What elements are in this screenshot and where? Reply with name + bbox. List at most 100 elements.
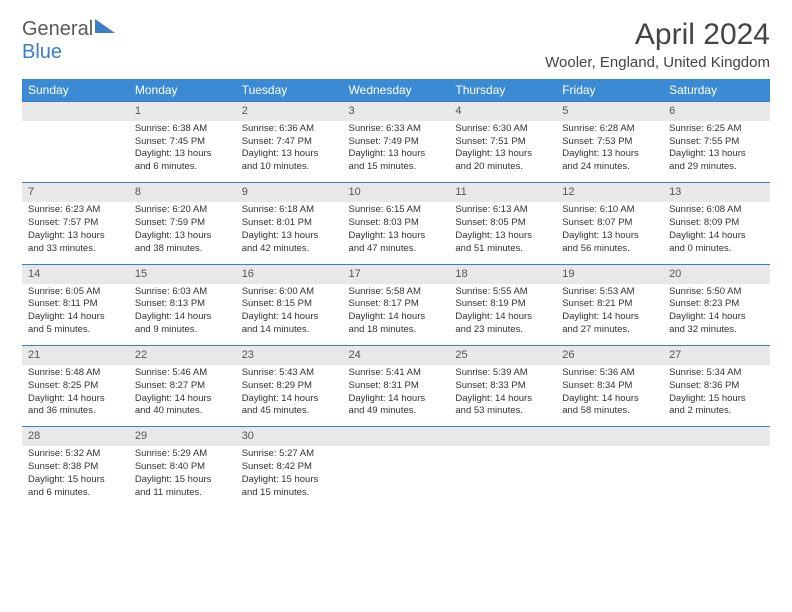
sunrise-line: Sunrise: 6:36 AM — [242, 123, 337, 136]
day-number-cell: 25 — [449, 346, 556, 365]
day-number-cell: 10 — [343, 183, 450, 202]
day-number-cell: 26 — [556, 346, 663, 365]
day-info-cell: Sunrise: 6:00 AMSunset: 8:15 PMDaylight:… — [236, 284, 343, 346]
sunrise-line: Sunrise: 6:25 AM — [669, 123, 764, 136]
day-info-cell: Sunrise: 5:36 AMSunset: 8:34 PMDaylight:… — [556, 365, 663, 427]
sunset-line: Sunset: 8:13 PM — [135, 298, 230, 311]
sunset-line: Sunset: 8:31 PM — [349, 380, 444, 393]
sunrise-line: Sunrise: 6:00 AM — [242, 286, 337, 299]
sunrise-line: Sunrise: 6:30 AM — [455, 123, 550, 136]
daylight-line: Daylight: 14 hours and 9 minutes. — [135, 311, 230, 337]
sunset-line: Sunset: 8:11 PM — [28, 298, 123, 311]
sunrise-line: Sunrise: 6:20 AM — [135, 204, 230, 217]
sunset-line: Sunset: 8:42 PM — [242, 461, 337, 474]
sunset-line: Sunset: 7:53 PM — [562, 136, 657, 149]
day-number-cell: 19 — [556, 264, 663, 283]
day-info-cell — [449, 446, 556, 508]
daylight-line: Daylight: 14 hours and 40 minutes. — [135, 393, 230, 419]
day-info-cell: Sunrise: 5:29 AMSunset: 8:40 PMDaylight:… — [129, 446, 236, 508]
day-number-cell: 15 — [129, 264, 236, 283]
day-number-cell — [22, 102, 129, 121]
sunrise-line: Sunrise: 5:58 AM — [349, 286, 444, 299]
day-info-cell: Sunrise: 5:48 AMSunset: 8:25 PMDaylight:… — [22, 365, 129, 427]
daylight-line: Daylight: 13 hours and 24 minutes. — [562, 148, 657, 174]
day-number-cell — [449, 427, 556, 446]
day-info-cell: Sunrise: 6:30 AMSunset: 7:51 PMDaylight:… — [449, 121, 556, 183]
day-number-cell: 18 — [449, 264, 556, 283]
logo-word-2: Blue — [22, 41, 62, 63]
sunrise-line: Sunrise: 6:28 AM — [562, 123, 657, 136]
location: Wooler, England, United Kingdom — [545, 54, 770, 71]
day-number-cell: 5 — [556, 102, 663, 121]
daylight-line: Daylight: 14 hours and 27 minutes. — [562, 311, 657, 337]
day-number-row: 282930 — [22, 427, 770, 446]
sunset-line: Sunset: 8:21 PM — [562, 298, 657, 311]
day-info-row: Sunrise: 6:38 AMSunset: 7:45 PMDaylight:… — [22, 121, 770, 183]
sunrise-line: Sunrise: 5:36 AM — [562, 367, 657, 380]
sunrise-line: Sunrise: 5:53 AM — [562, 286, 657, 299]
day-info-cell: Sunrise: 6:36 AMSunset: 7:47 PMDaylight:… — [236, 121, 343, 183]
day-info-cell: Sunrise: 5:41 AMSunset: 8:31 PMDaylight:… — [343, 365, 450, 427]
daylight-line: Daylight: 14 hours and 14 minutes. — [242, 311, 337, 337]
logo-word-1: General — [22, 18, 93, 40]
daylight-line: Daylight: 14 hours and 36 minutes. — [28, 393, 123, 419]
sunset-line: Sunset: 7:57 PM — [28, 217, 123, 230]
day-number-row: 14151617181920 — [22, 264, 770, 283]
day-info-row: Sunrise: 5:32 AMSunset: 8:38 PMDaylight:… — [22, 446, 770, 508]
daylight-line: Daylight: 13 hours and 42 minutes. — [242, 230, 337, 256]
month-year: April 2024 — [545, 18, 770, 52]
weekday-header: Tuesday — [236, 79, 343, 102]
sunset-line: Sunset: 8:15 PM — [242, 298, 337, 311]
sunrise-line: Sunrise: 6:15 AM — [349, 204, 444, 217]
sunrise-line: Sunrise: 6:38 AM — [135, 123, 230, 136]
daylight-line: Daylight: 13 hours and 51 minutes. — [455, 230, 550, 256]
daylight-line: Daylight: 13 hours and 20 minutes. — [455, 148, 550, 174]
sunrise-line: Sunrise: 5:43 AM — [242, 367, 337, 380]
sunset-line: Sunset: 8:29 PM — [242, 380, 337, 393]
sunrise-line: Sunrise: 6:05 AM — [28, 286, 123, 299]
day-number-cell: 17 — [343, 264, 450, 283]
weekday-header: Friday — [556, 79, 663, 102]
day-number-cell: 30 — [236, 427, 343, 446]
header: General Blue April 2024 Wooler, England,… — [22, 18, 770, 71]
day-number-row: 78910111213 — [22, 183, 770, 202]
day-info-cell: Sunrise: 5:43 AMSunset: 8:29 PMDaylight:… — [236, 365, 343, 427]
daylight-line: Daylight: 14 hours and 45 minutes. — [242, 393, 337, 419]
weekday-header: Saturday — [663, 79, 770, 102]
day-info-cell: Sunrise: 6:33 AMSunset: 7:49 PMDaylight:… — [343, 121, 450, 183]
day-number-cell — [343, 427, 450, 446]
day-number-cell: 3 — [343, 102, 450, 121]
daylight-line: Daylight: 14 hours and 53 minutes. — [455, 393, 550, 419]
day-number-cell: 27 — [663, 346, 770, 365]
day-info-cell: Sunrise: 6:08 AMSunset: 8:09 PMDaylight:… — [663, 202, 770, 264]
sunset-line: Sunset: 8:17 PM — [349, 298, 444, 311]
day-info-cell: Sunrise: 5:39 AMSunset: 8:33 PMDaylight:… — [449, 365, 556, 427]
logo: General Blue — [22, 18, 115, 64]
day-info-cell: Sunrise: 6:28 AMSunset: 7:53 PMDaylight:… — [556, 121, 663, 183]
day-number-cell: 24 — [343, 346, 450, 365]
sunset-line: Sunset: 8:34 PM — [562, 380, 657, 393]
sunrise-line: Sunrise: 5:27 AM — [242, 448, 337, 461]
sunset-line: Sunset: 8:07 PM — [562, 217, 657, 230]
day-info-row: Sunrise: 5:48 AMSunset: 8:25 PMDaylight:… — [22, 365, 770, 427]
day-number-cell: 23 — [236, 346, 343, 365]
day-info-cell: Sunrise: 5:34 AMSunset: 8:36 PMDaylight:… — [663, 365, 770, 427]
day-info-cell: Sunrise: 6:38 AMSunset: 7:45 PMDaylight:… — [129, 121, 236, 183]
sunrise-line: Sunrise: 6:33 AM — [349, 123, 444, 136]
day-info-cell: Sunrise: 6:10 AMSunset: 8:07 PMDaylight:… — [556, 202, 663, 264]
day-number-cell: 20 — [663, 264, 770, 283]
day-number-cell: 7 — [22, 183, 129, 202]
sunrise-line: Sunrise: 6:18 AM — [242, 204, 337, 217]
day-info-cell: Sunrise: 6:15 AMSunset: 8:03 PMDaylight:… — [343, 202, 450, 264]
sunset-line: Sunset: 8:25 PM — [28, 380, 123, 393]
sunrise-line: Sunrise: 6:08 AM — [669, 204, 764, 217]
day-number-row: 123456 — [22, 102, 770, 121]
day-number-cell: 22 — [129, 346, 236, 365]
sunset-line: Sunset: 8:05 PM — [455, 217, 550, 230]
day-number-cell: 28 — [22, 427, 129, 446]
daylight-line: Daylight: 13 hours and 29 minutes. — [669, 148, 764, 174]
weekday-header: Thursday — [449, 79, 556, 102]
sunrise-line: Sunrise: 6:10 AM — [562, 204, 657, 217]
day-info-cell: Sunrise: 5:55 AMSunset: 8:19 PMDaylight:… — [449, 284, 556, 346]
day-number-cell: 2 — [236, 102, 343, 121]
